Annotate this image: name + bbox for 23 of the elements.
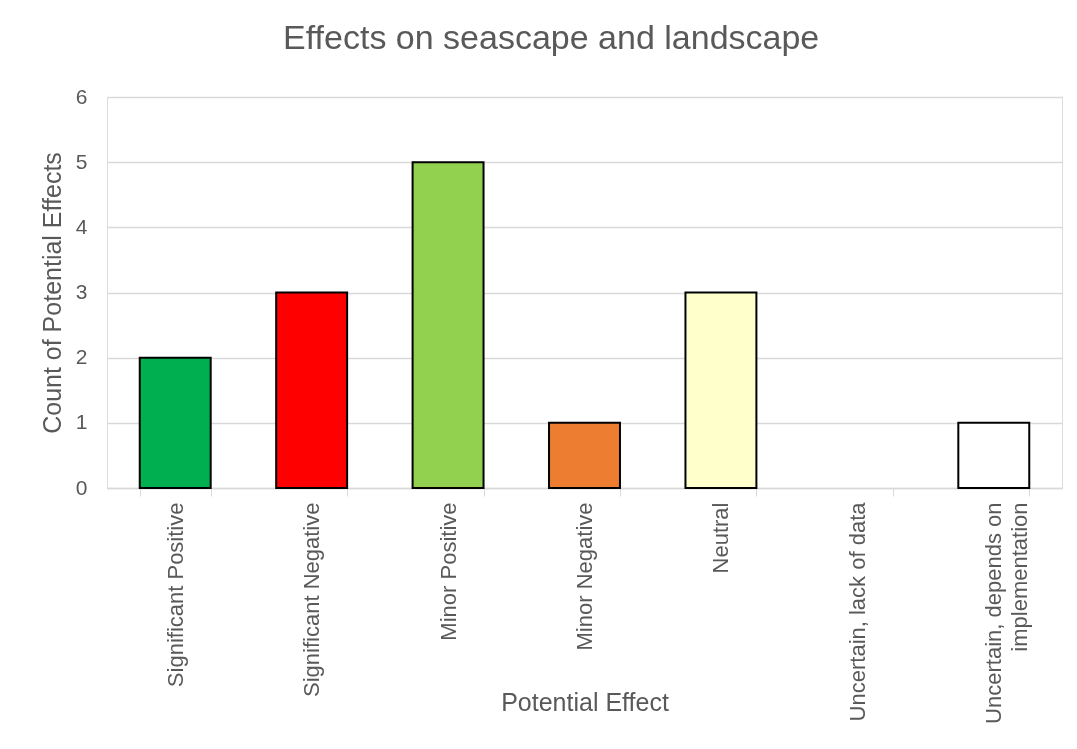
chart-title: Effects on seascape and landscape [283,18,820,56]
x-tick-label: Significant Negative [299,502,325,697]
y-tick-label: 4 [75,214,88,238]
x-tick-label: Uncertain, lack of data [844,501,870,722]
y-tick-label: 5 [75,149,88,173]
bar [275,291,349,489]
x-axis-title: Potential Effect [501,687,669,716]
y-tick-label: 1 [75,410,88,434]
bar [684,291,758,489]
bar [411,161,485,489]
x-tick-label: Neutral [708,502,734,574]
x-tick-label: Minor Negative [572,502,597,651]
bar [548,421,621,489]
y-tick-label: 6 [75,84,88,108]
x-tick-label: Minor Positive [435,502,461,641]
y-tick-label: 3 [75,280,88,303]
y-tick-label: 0 [75,475,88,499]
x-tick-label: Significant Positive [162,502,188,688]
x-tick-label: Uncertain, depends on implementation [981,502,1033,724]
y-axis-title: Count of Potential Effects [37,152,66,434]
y-tick-label: 2 [75,345,88,369]
bar [957,421,1031,489]
bar [138,356,212,489]
